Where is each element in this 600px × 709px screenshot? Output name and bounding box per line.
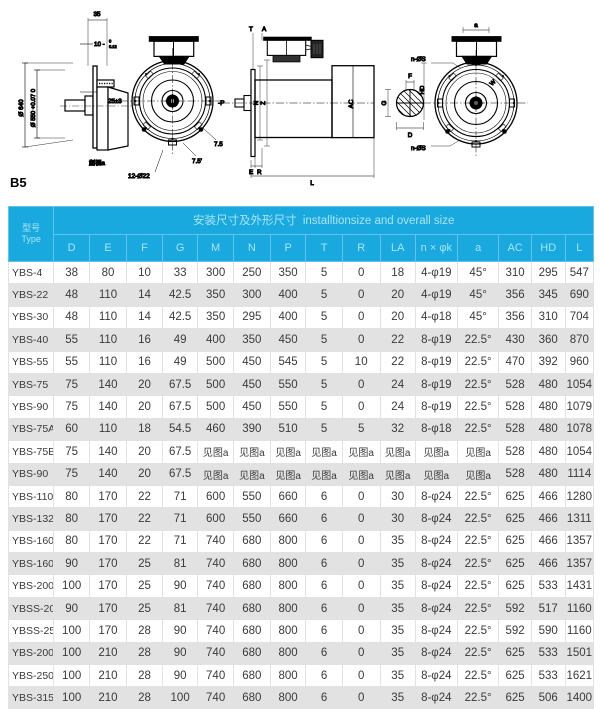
svg-text:HD: HD	[419, 85, 426, 94]
svg-text:25±3: 25±3	[108, 98, 122, 105]
svg-text:L: L	[310, 180, 314, 187]
svg-text:7.5': 7.5'	[192, 158, 202, 165]
svg-text:N: N	[253, 101, 260, 105]
svg-text:10 -: 10 -	[94, 41, 105, 48]
svg-text:G: G	[381, 100, 388, 105]
svg-text:A: A	[262, 26, 267, 33]
svg-text:T: T	[249, 26, 253, 33]
svg-text:0.12: 0.12	[109, 44, 118, 49]
svg-text:劌视a: 劌视a	[89, 159, 106, 167]
svg-text:D: D	[408, 132, 413, 139]
svg-text:12-Ø22: 12-Ø22	[128, 173, 150, 180]
svg-text:Ø 640: Ø 640	[18, 99, 25, 117]
svg-text:F: F	[408, 73, 412, 80]
svg-text:0: 0	[109, 39, 112, 44]
svg-text:n-ØS: n-ØS	[411, 56, 426, 63]
svg-text:7.5: 7.5	[214, 141, 223, 148]
svg-text:AC: AC	[348, 99, 355, 108]
svg-text:Z: Z	[260, 101, 267, 105]
svg-text:35: 35	[93, 11, 101, 18]
svg-text:Ø 550 +0.07 0: Ø 550 +0.07 0	[30, 88, 37, 127]
svg-text:a: a	[474, 22, 478, 29]
svg-text:R: R	[257, 169, 262, 176]
svg-text:n-ØS: n-ØS	[411, 145, 426, 152]
svg-text:-P: -P	[218, 100, 225, 107]
